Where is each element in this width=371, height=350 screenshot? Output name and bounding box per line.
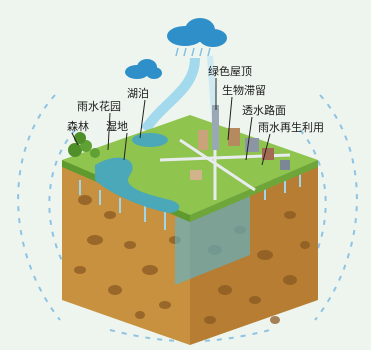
cloud-top-icon (167, 18, 227, 57)
water-cycle-arcs (17, 94, 358, 343)
label-rainwater-reuse: 雨水再生利用 (258, 120, 324, 134)
label-rain-garden: 雨水花园 (77, 100, 121, 113)
forest-trees (68, 132, 100, 158)
runoff-stream (140, 57, 200, 133)
lake (132, 133, 168, 147)
label-bioretention: 生物滞留 (222, 83, 266, 97)
label-lake: 湖泊 (127, 87, 149, 100)
label-permeable-pavement: 透水路面 (242, 104, 286, 117)
label-forest: 森林 (67, 119, 89, 133)
label-wetland: 湿地 (106, 120, 128, 133)
leader-lines (71, 78, 271, 166)
label-green-roof: 绿色屋顶 (208, 64, 252, 78)
arc-left-outer (17, 94, 61, 321)
cloud-left-icon (125, 59, 162, 79)
arc-right-outer (314, 94, 358, 321)
lake-river (95, 157, 180, 213)
city-buildings (190, 105, 290, 180)
